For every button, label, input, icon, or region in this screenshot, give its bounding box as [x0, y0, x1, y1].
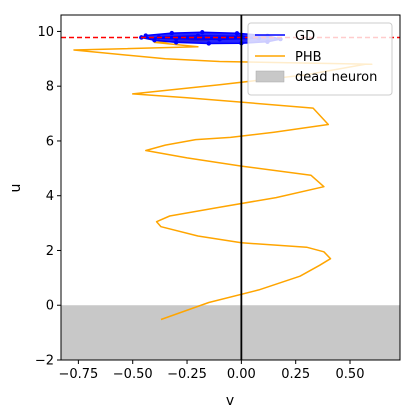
y-tick-label: 10: [37, 25, 54, 40]
gd-series-point: [143, 33, 148, 38]
legend-dead-neuron-swatch: [255, 70, 285, 83]
gd-series-point: [152, 37, 157, 43]
x-axis-label: v: [226, 393, 234, 409]
axes: −0.75 −0.50 −0.25 0.00 0.25 0.50 −2 0 2 4 6 8 10: [35, 14, 401, 382]
x-tick-label: 0.00: [227, 367, 256, 382]
x-tick-label: −0.50: [113, 367, 153, 382]
y-tick-label: −2: [35, 354, 54, 369]
y-tick-label: 0: [46, 299, 54, 314]
gd-series-point: [217, 37, 222, 42]
y-axis-label: u: [8, 184, 24, 193]
legend-dead-neuron-label: dead neuron: [295, 70, 377, 85]
y-tick-label: 2: [46, 244, 54, 259]
y-tick-label: 8: [46, 80, 54, 95]
legend: GD PHB dead neuron: [247, 22, 393, 96]
dead-neuron-region: [61, 305, 400, 360]
plot-clipped-group: [61, 15, 400, 360]
gd-series-point: [200, 30, 205, 35]
plot-frame: [60, 14, 401, 361]
phb-series-line: [73, 35, 373, 321]
legend-gd-label: GD: [295, 29, 315, 44]
x-tick-label: −0.25: [167, 367, 207, 382]
x-tick-label: 0.50: [336, 367, 365, 382]
legend-phb-label: PHB: [295, 50, 322, 65]
x-tick-label: −0.75: [58, 367, 98, 382]
y-tick-label: 6: [46, 134, 54, 149]
y-tick-label: 4: [46, 189, 54, 204]
plot-area: [61, 15, 400, 360]
gd-series-point: [169, 30, 175, 36]
gd-series-point: [173, 40, 179, 45]
gd-series-point: [206, 41, 211, 46]
x-tick-label: 0.25: [281, 367, 310, 382]
gd-series-point: [234, 31, 240, 36]
